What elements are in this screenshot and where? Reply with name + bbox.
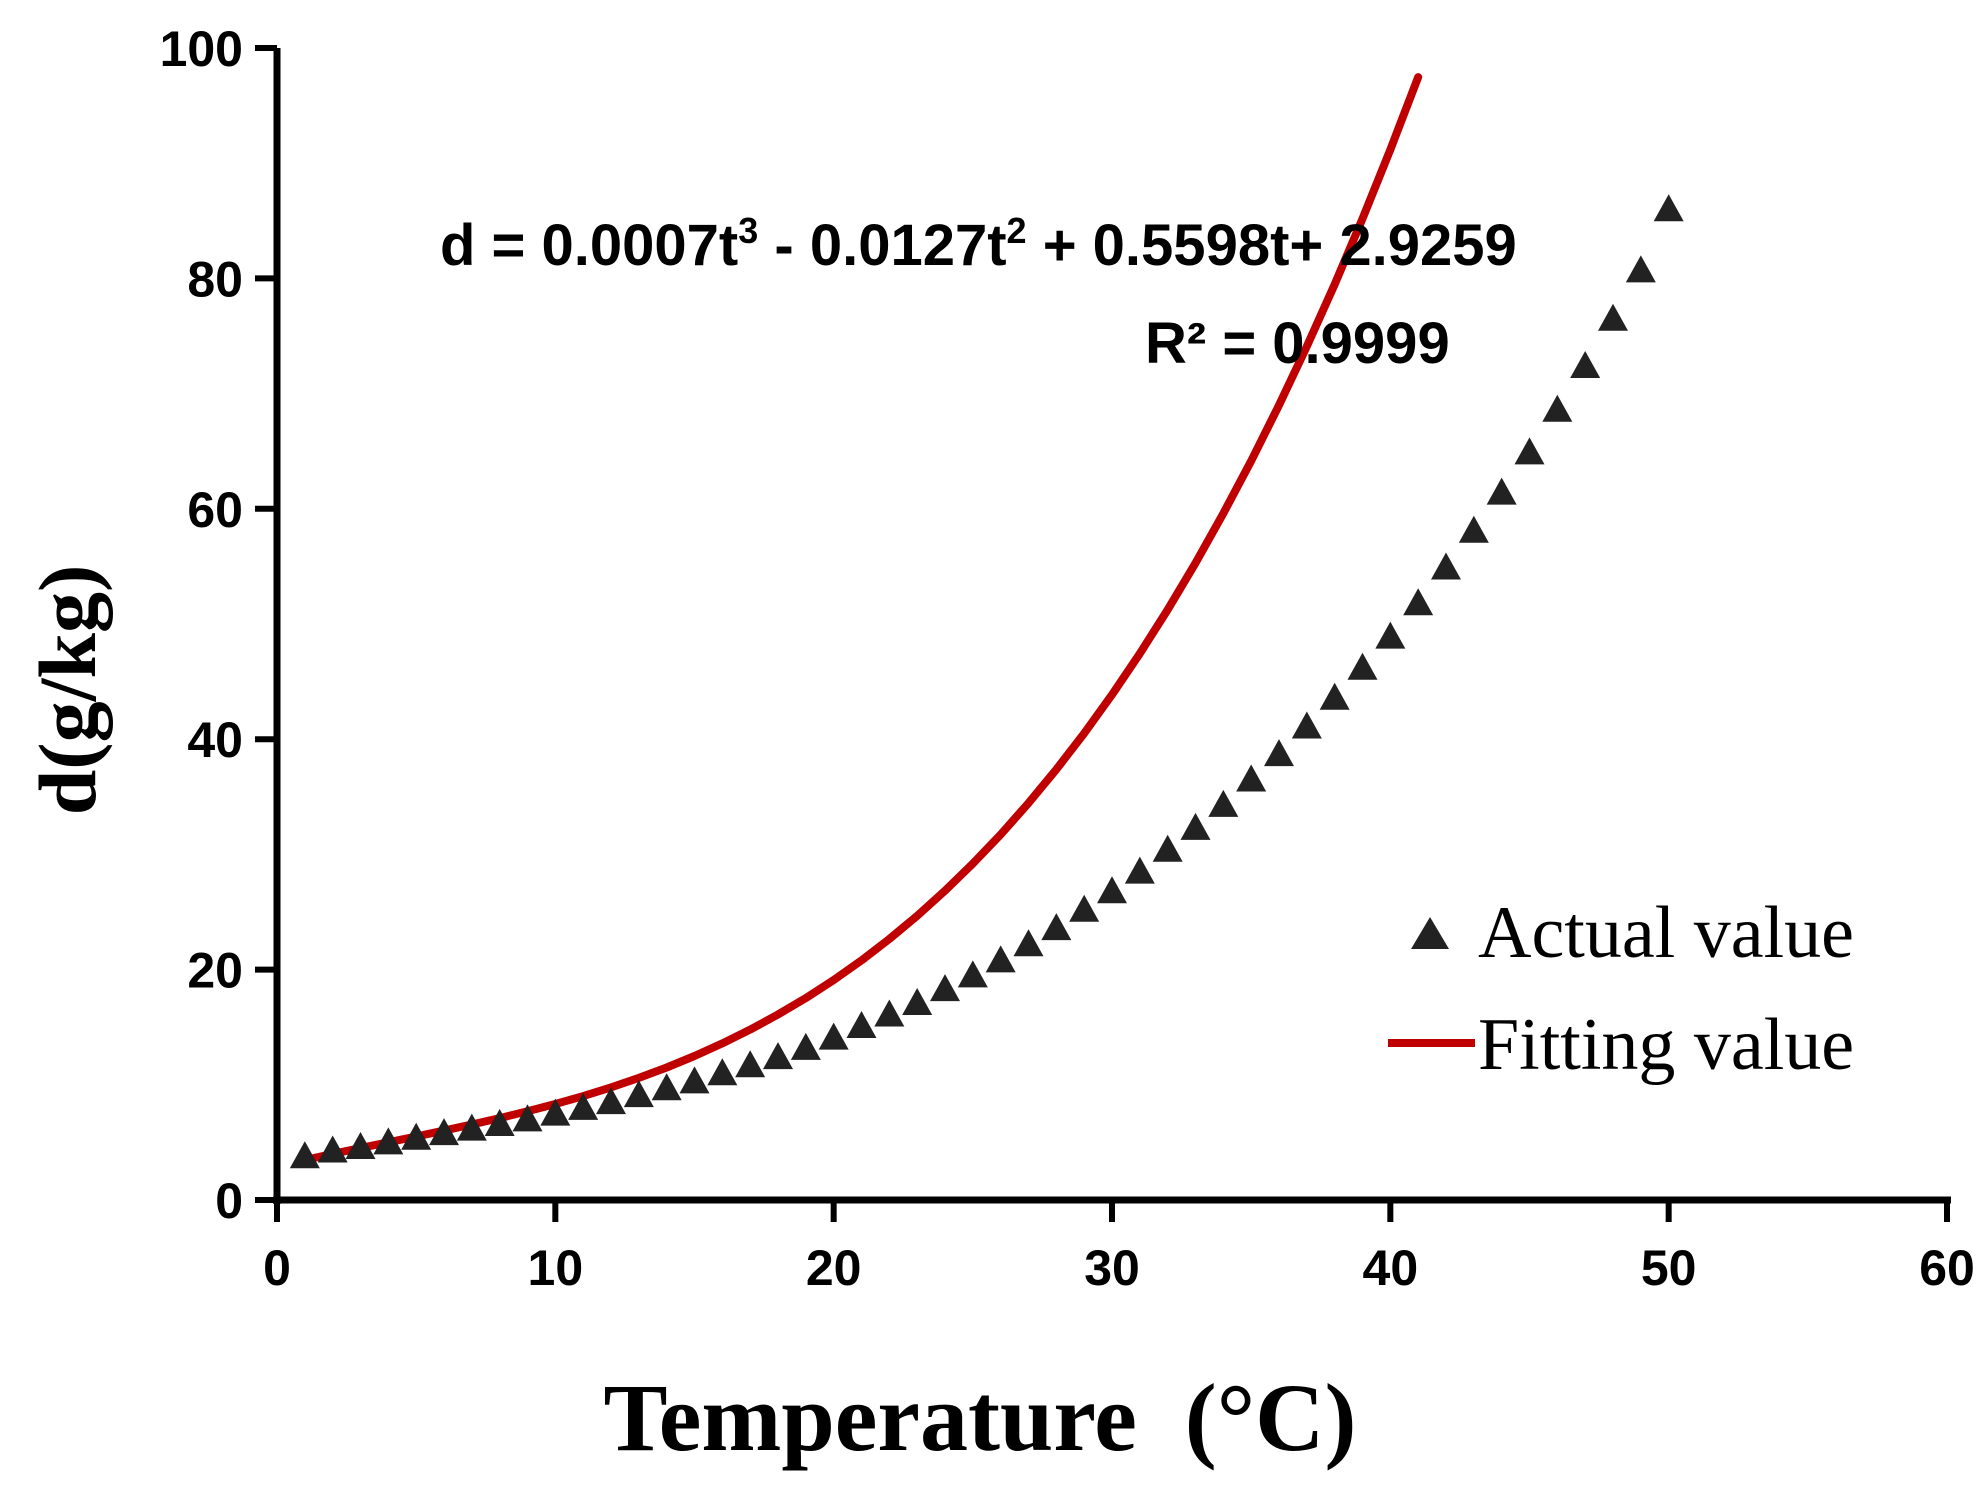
actual-value-point bbox=[401, 1122, 432, 1150]
fitting-value-line bbox=[300, 73, 1423, 1164]
y-tick-label: 20 bbox=[187, 943, 243, 999]
actual-value-point bbox=[540, 1098, 571, 1126]
actual-value-point bbox=[957, 960, 988, 988]
x-tick-label: 60 bbox=[1919, 1240, 1975, 1296]
actual-value-point bbox=[1458, 515, 1489, 543]
actual-value-point bbox=[373, 1127, 404, 1155]
actual-value-point bbox=[484, 1108, 515, 1136]
equation-text: d = 0.0007t3 - 0.0127t2 + 0.5598t+ 2.925… bbox=[440, 210, 1517, 278]
actual-value-point bbox=[1625, 255, 1656, 283]
actual-value-point bbox=[596, 1087, 626, 1115]
x-tick-label: 10 bbox=[528, 1240, 584, 1296]
y-axis-title: d(g/kg) bbox=[22, 565, 113, 816]
fit-line-group bbox=[300, 73, 1423, 1164]
equation-mid: - 0.0127t bbox=[758, 213, 1006, 278]
equation-exp2: 2 bbox=[1007, 210, 1027, 251]
actual-value-point bbox=[1653, 194, 1684, 222]
actual-value-point bbox=[707, 1058, 738, 1086]
y-tick-label: 80 bbox=[187, 251, 243, 307]
y-tick-label: 0 bbox=[215, 1173, 243, 1229]
equation-exp1: 3 bbox=[738, 210, 758, 251]
actual-value-point bbox=[651, 1073, 682, 1101]
actual-value-point bbox=[902, 988, 933, 1016]
actual-value-point bbox=[456, 1113, 487, 1141]
actual-value-point bbox=[1013, 929, 1044, 957]
markers bbox=[289, 194, 1684, 1169]
actual-value-point bbox=[1598, 303, 1628, 331]
actual-value-point bbox=[930, 974, 960, 1002]
actual-value-point bbox=[623, 1080, 654, 1108]
actual-value-point bbox=[1041, 913, 1072, 941]
actual-value-point bbox=[1319, 682, 1350, 710]
actual-value-point bbox=[512, 1104, 543, 1132]
actual-value-point bbox=[846, 1011, 877, 1039]
y-tick-label: 100 bbox=[160, 21, 243, 77]
actual-value-point bbox=[1208, 789, 1239, 817]
x-tick-label: 30 bbox=[1084, 1240, 1140, 1296]
actual-value-point bbox=[429, 1118, 459, 1146]
legend: Actual value Fitting value bbox=[1388, 892, 1854, 1086]
actual-value-point bbox=[1403, 588, 1434, 616]
actual-value-point bbox=[1347, 652, 1378, 680]
actual-value-point bbox=[818, 1022, 849, 1050]
legend-fitting-label: Fitting value bbox=[1478, 1004, 1854, 1086]
actual-value-point bbox=[1152, 834, 1183, 862]
x-tick-label: 0 bbox=[263, 1240, 291, 1296]
x-tick-label: 50 bbox=[1641, 1240, 1697, 1296]
legend-actual-label: Actual value bbox=[1478, 892, 1854, 974]
actual-value-point bbox=[1570, 350, 1601, 378]
legend-actual-marker-icon bbox=[1411, 917, 1449, 949]
actual-value-point bbox=[1431, 552, 1461, 580]
actual-value-point bbox=[1069, 894, 1100, 922]
actual-value-point bbox=[345, 1132, 376, 1160]
y-tick-label: 40 bbox=[187, 712, 243, 768]
equation-prefix: d = 0.0007t bbox=[440, 213, 738, 278]
y-tick-label: 60 bbox=[187, 482, 243, 538]
actual-value-point bbox=[289, 1141, 320, 1169]
actual-value-point bbox=[679, 1066, 710, 1094]
x-axis-title: Temperature (°C) bbox=[604, 1364, 1357, 1471]
actual-value-point bbox=[790, 1032, 821, 1060]
actual-value-point bbox=[1180, 812, 1211, 840]
actual-value-point bbox=[1486, 477, 1517, 505]
actual-value-point bbox=[317, 1135, 348, 1163]
actual-value-point bbox=[1236, 764, 1267, 792]
actual-value-point bbox=[1291, 711, 1322, 739]
actual-value-point bbox=[985, 945, 1016, 973]
actual-value-point bbox=[874, 999, 905, 1027]
actual-value-point bbox=[568, 1092, 599, 1120]
actual-value-point bbox=[1375, 621, 1406, 649]
ticks: 0 20 40 60 80 100 0 10 20 30 40 50 60 bbox=[160, 21, 1975, 1296]
actual-value-point bbox=[1097, 876, 1127, 904]
x-tick-label: 40 bbox=[1363, 1240, 1419, 1296]
x-tick-label: 20 bbox=[806, 1240, 862, 1296]
actual-value-point bbox=[1542, 394, 1573, 422]
actual-value-point bbox=[1514, 437, 1545, 465]
actual-value-point bbox=[1264, 739, 1294, 767]
actual-value-point bbox=[735, 1050, 766, 1078]
r-squared-text: R² = 0.9999 bbox=[1145, 311, 1450, 376]
actual-value-point bbox=[1124, 856, 1155, 884]
actual-value-point bbox=[763, 1042, 793, 1070]
equation-suffix: + 0.5598t+ 2.9259 bbox=[1027, 213, 1517, 278]
